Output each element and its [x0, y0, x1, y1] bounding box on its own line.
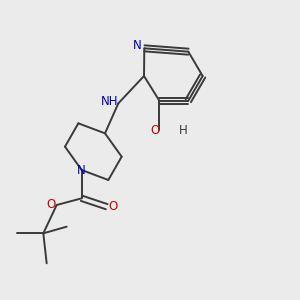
Text: H: H	[179, 124, 188, 136]
Text: NH: NH	[101, 95, 119, 108]
Text: O: O	[108, 200, 117, 213]
Text: O: O	[46, 199, 55, 212]
Text: N: N	[77, 164, 86, 176]
Text: O: O	[150, 124, 160, 136]
Text: N: N	[133, 39, 141, 52]
